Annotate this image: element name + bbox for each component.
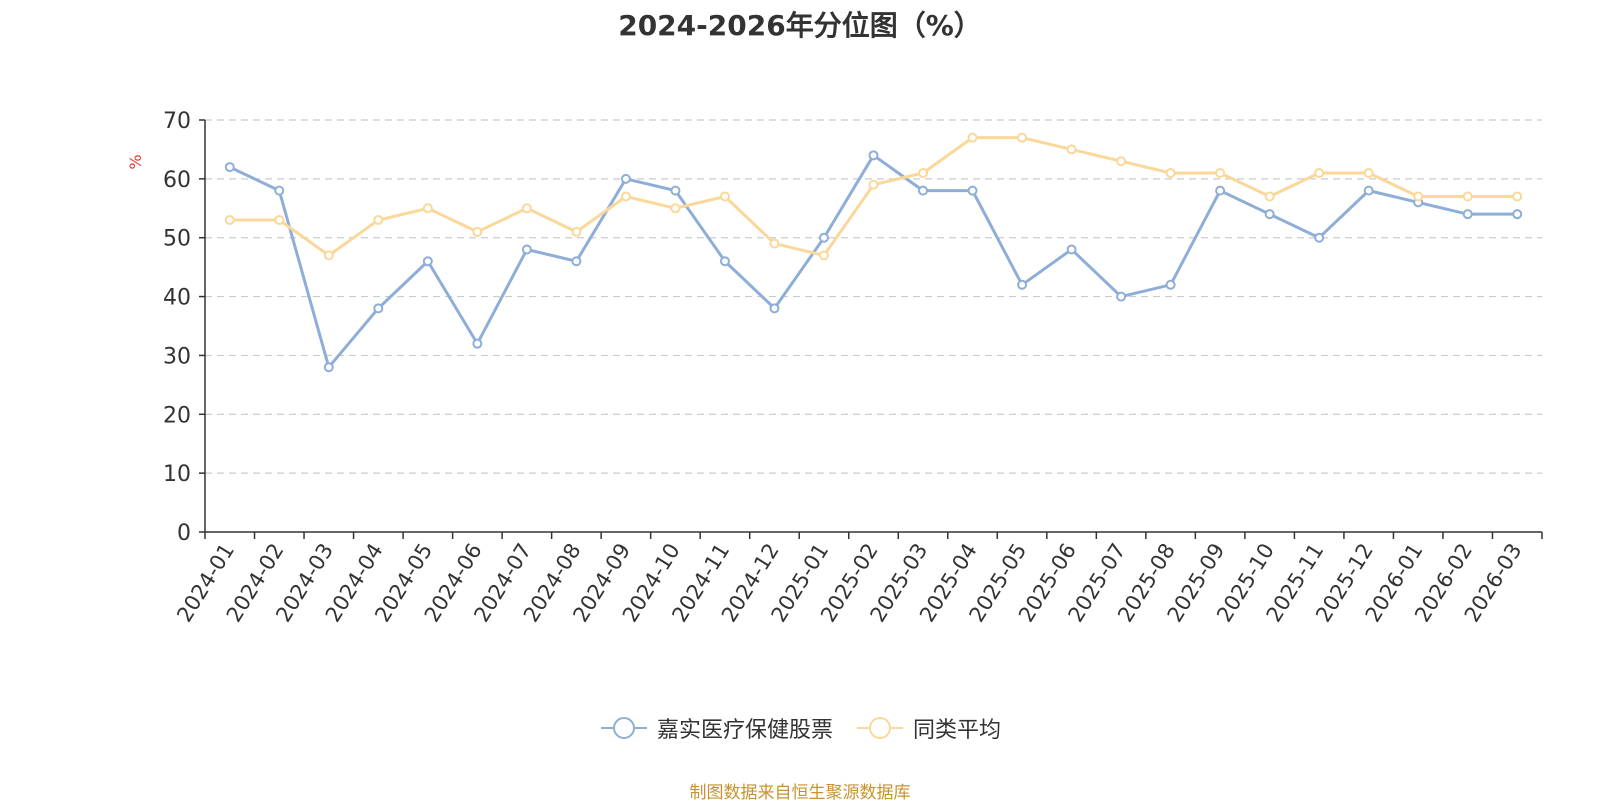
data-point[interactable] <box>769 238 780 249</box>
data-point[interactable] <box>323 250 334 261</box>
data-point[interactable] <box>1462 191 1473 202</box>
legend: 嘉实医疗保健股票 同类平均 <box>0 712 1600 744</box>
data-point[interactable] <box>818 232 829 243</box>
series-1 <box>224 132 1523 261</box>
data-point[interactable] <box>670 185 681 196</box>
data-point[interactable] <box>1017 279 1028 290</box>
data-point[interactable] <box>373 215 384 226</box>
y-tick-label: 20 <box>163 403 191 428</box>
data-point[interactable] <box>1264 191 1275 202</box>
data-point[interactable] <box>1017 132 1028 143</box>
data-point[interactable] <box>1165 167 1176 178</box>
data-point[interactable] <box>224 215 235 226</box>
legend-label-average: 同类平均 <box>913 718 1002 743</box>
data-point[interactable] <box>274 185 285 196</box>
data-point[interactable] <box>1462 209 1473 220</box>
legend-label-fund: 嘉实医疗保健股票 <box>656 718 833 743</box>
data-point[interactable] <box>818 250 829 261</box>
data-point[interactable] <box>472 338 483 349</box>
series-lines <box>224 132 1523 373</box>
data-point[interactable] <box>1215 167 1226 178</box>
data-point[interactable] <box>422 256 433 267</box>
data-point[interactable] <box>323 362 334 373</box>
data-point[interactable] <box>967 132 978 143</box>
data-point[interactable] <box>571 226 582 237</box>
data-point[interactable] <box>1066 144 1077 155</box>
axes: 0102030405060702024-012024-022024-032024… <box>163 109 1543 626</box>
grid-lines <box>205 119 1542 474</box>
y-tick-label: 10 <box>163 462 191 487</box>
data-point[interactable] <box>1165 279 1176 290</box>
data-point[interactable] <box>521 203 532 214</box>
data-point[interactable] <box>670 203 681 214</box>
y-tick-label: 70 <box>163 109 191 134</box>
data-point[interactable] <box>1264 209 1275 220</box>
data-point[interactable] <box>918 185 929 196</box>
data-point[interactable] <box>967 185 978 196</box>
legend-marker-icon <box>857 717 903 739</box>
y-tick-label: 0 <box>177 521 191 546</box>
chart-title: 2024-2026年分位图（%） <box>618 9 982 42</box>
data-point[interactable] <box>1066 244 1077 255</box>
series-0 <box>224 150 1523 373</box>
data-point[interactable] <box>1363 167 1374 178</box>
y-tick-label: 50 <box>163 227 191 252</box>
data-point[interactable] <box>571 256 582 267</box>
y-tick-label: 40 <box>163 286 191 311</box>
data-point[interactable] <box>868 179 879 190</box>
y-tick-label: 60 <box>163 168 191 193</box>
data-point[interactable] <box>1413 191 1424 202</box>
legend-marker-icon <box>600 717 647 739</box>
line-chart: 0102030405060702024-012024-022024-032024… <box>126 109 1543 626</box>
data-point[interactable] <box>422 203 433 214</box>
data-point[interactable] <box>1314 232 1325 243</box>
data-point[interactable] <box>719 191 730 202</box>
data-point[interactable] <box>1116 291 1127 302</box>
legend-item-average[interactable]: 同类平均 <box>855 712 1001 744</box>
data-point[interactable] <box>868 150 879 161</box>
data-point[interactable] <box>620 173 631 184</box>
data-point[interactable] <box>620 191 631 202</box>
data-point[interactable] <box>1314 167 1325 178</box>
legend-item-fund[interactable]: 嘉实医疗保健股票 <box>599 712 833 744</box>
data-point[interactable] <box>1363 185 1374 196</box>
data-point[interactable] <box>1512 191 1523 202</box>
y-tick-label: 30 <box>163 344 191 369</box>
source-note: 制图数据来自恒生聚源数据库 <box>689 783 911 803</box>
data-point[interactable] <box>769 303 780 314</box>
data-point[interactable] <box>274 215 285 226</box>
data-point[interactable] <box>1215 185 1226 196</box>
data-point[interactable] <box>1512 209 1523 220</box>
data-point[interactable] <box>373 303 384 314</box>
data-point[interactable] <box>521 244 532 255</box>
data-point[interactable] <box>1116 156 1127 167</box>
data-point[interactable] <box>719 256 730 267</box>
data-point[interactable] <box>918 167 929 178</box>
data-point[interactable] <box>224 162 235 173</box>
y-axis-label: % <box>126 154 145 169</box>
data-point[interactable] <box>472 226 483 237</box>
